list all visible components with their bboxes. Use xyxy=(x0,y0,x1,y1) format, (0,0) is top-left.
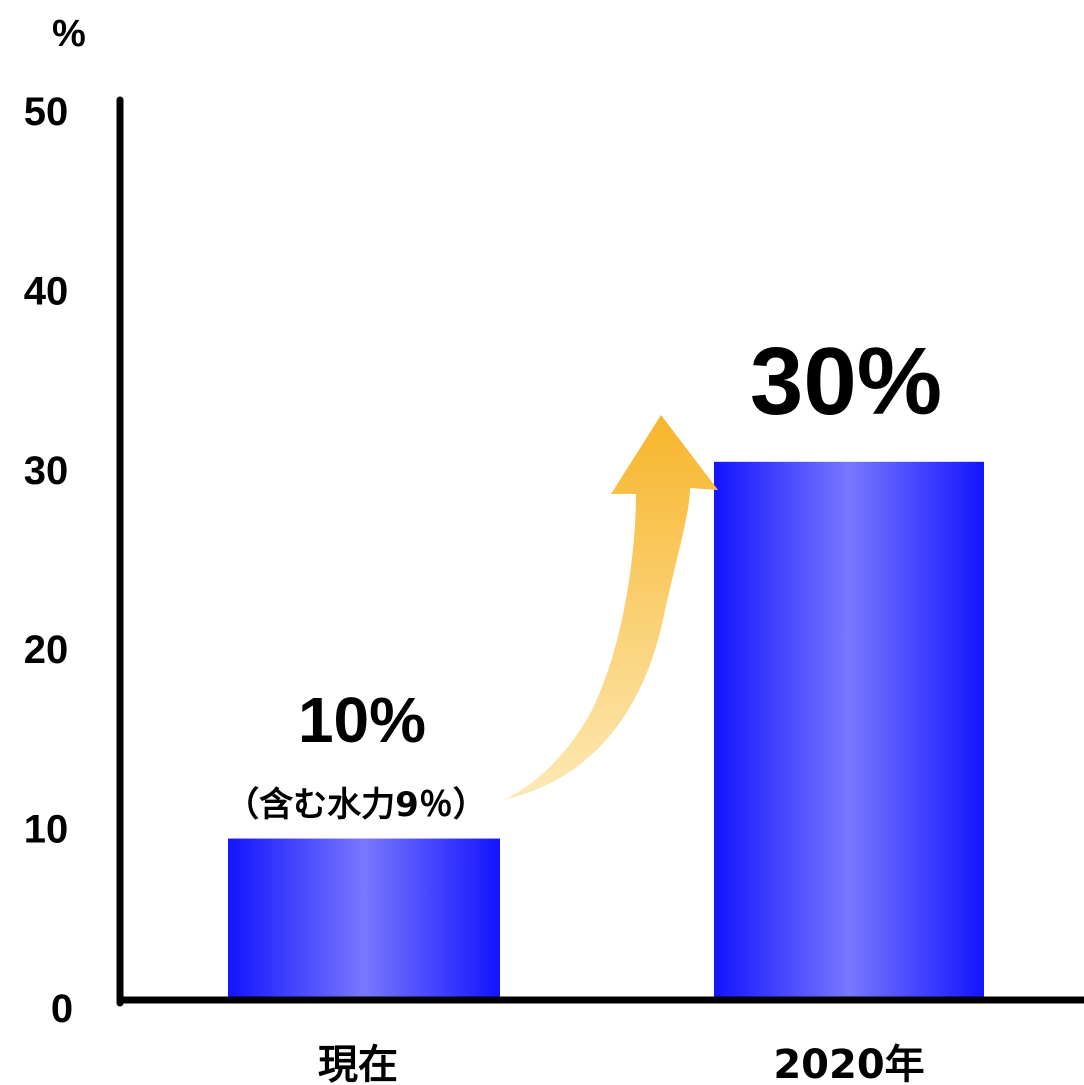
y-tick-label: 0 xyxy=(51,987,73,1031)
y-tick-label: 10 xyxy=(24,808,69,852)
y-tick-label: 50 xyxy=(24,90,69,134)
y-axis-unit: % xyxy=(52,13,86,55)
x-tick-labels: 現在 2020年 xyxy=(318,1042,925,1085)
bar-annotation: （含む水力9％） xyxy=(225,785,487,825)
growth-arrow-icon xyxy=(503,415,718,800)
bar-value-label: 10% xyxy=(298,684,426,756)
y-tick-label: 20 xyxy=(24,628,69,672)
bar xyxy=(714,462,984,1000)
x-tick-label: 2020年 xyxy=(773,1042,924,1085)
x-tick-label: 現在 xyxy=(318,1042,398,1085)
y-tick-labels: 0 10 20 30 40 50 xyxy=(24,90,73,1031)
y-tick-label: 40 xyxy=(24,269,69,313)
y-tick-label: 30 xyxy=(24,449,69,493)
bar-value-label: 30% xyxy=(750,328,942,435)
bar xyxy=(228,839,500,1000)
